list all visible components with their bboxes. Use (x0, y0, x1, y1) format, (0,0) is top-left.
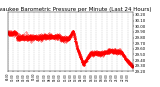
Title: Milwaukee Barometric Pressure per Minute (Last 24 Hours): Milwaukee Barometric Pressure per Minute… (0, 7, 151, 12)
